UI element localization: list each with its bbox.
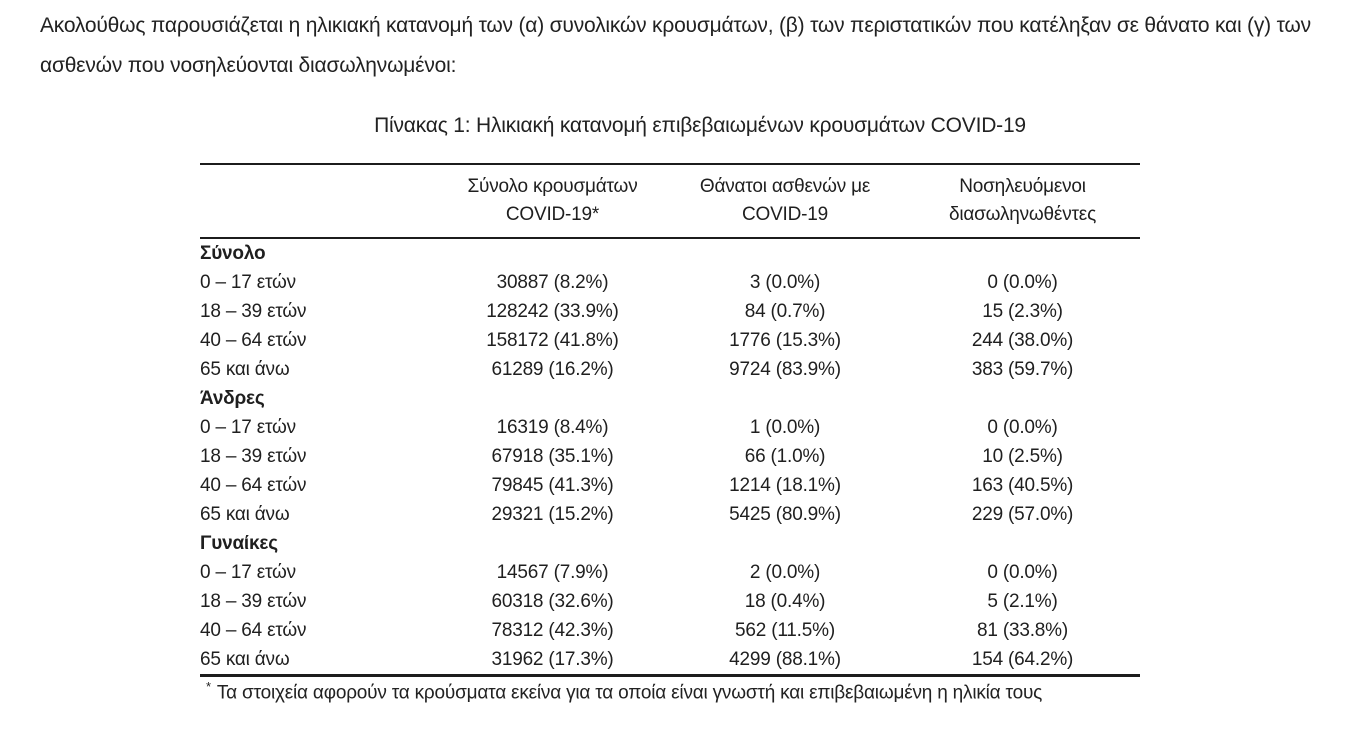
table-row: 0 – 17 ετών 16319 (8.4%) 1 (0.0%) 0 (0.0%)	[200, 413, 1140, 442]
header-row: Σύνολο κρουσμάτων COVID-19* Θάνατοι ασθε…	[200, 164, 1140, 238]
table-title: Πίνακας 1: Ηλικιακή κατανομή επιβεβαιωμέ…	[374, 114, 1026, 137]
age-group-cell: 0 – 17 ετών	[200, 416, 296, 438]
header-deaths-line1: Θάνατοι ασθενών με	[699, 176, 871, 197]
intubated-cell: 10 (2.5%)	[982, 445, 1063, 467]
intubated-cell: 0 (0.0%)	[987, 416, 1058, 438]
section-label: Σύνολο	[200, 242, 266, 264]
table-row: 65 και άνω 29321 (15.2%) 5425 (80.9%) 229 (…	[200, 500, 1140, 529]
intro-line-1: Ακολούθως παρουσιάζεται η ηλικιακή καταν…	[40, 14, 1311, 37]
age-group-cell: 18 – 39 ετών	[200, 590, 307, 612]
intubated-cell: 154 (64.2%)	[971, 648, 1074, 670]
age-group-cell: 40 – 64 ετών	[200, 619, 307, 641]
age-group-cell: 65 και άνω	[200, 358, 290, 380]
footnote-marker: *	[206, 679, 211, 694]
deaths-cell: 18 (0.4%)	[744, 590, 826, 612]
intubated-cell: 81 (33.8%)	[977, 619, 1068, 641]
total-cases-cell: 67918 (35.1%)	[491, 445, 614, 467]
age-group-cell: 40 – 64 ετών	[200, 474, 307, 496]
total-cases-cell: 60318 (32.6%)	[491, 590, 614, 612]
table-row: 40 – 64 ετών 158172 (41.8%) 1776 (15.3%) 24…	[200, 326, 1140, 355]
intubated-cell: 163 (40.5%)	[971, 474, 1074, 496]
table-row: 40 – 64 ετών 78312 (42.3%) 562 (11.5%) 81 (…	[200, 616, 1140, 645]
intubated-cell: 383 (59.7%)	[971, 358, 1074, 380]
section-label: Άνδρες	[200, 387, 265, 409]
table-row: 18 – 39 ετών 60318 (32.6%) 18 (0.4%) 5 (2.1…	[200, 587, 1140, 616]
table-row: 18 – 39 ετών 128242 (33.9%) 84 (0.7%) 15 (2…	[200, 297, 1140, 326]
intubated-cell: 5 (2.1%)	[987, 590, 1058, 612]
total-cases-cell: 30887 (8.2%)	[496, 271, 609, 293]
table-body: Σύνολο 0 – 17 ετών 30887 (8.2%) 3 (0.0%) 0 (…	[200, 238, 1140, 676]
header-intubated-line2: διασωληνωθέντες	[948, 204, 1097, 225]
header-cell-empty	[200, 164, 440, 238]
table-header: Σύνολο κρουσμάτων COVID-19* Θάνατοι ασθε…	[200, 164, 1140, 238]
age-group-cell: 40 – 64 ετών	[200, 329, 307, 351]
header-total-cases-line1: Σύνολο κρουσμάτων	[467, 176, 638, 197]
total-cases-cell: 79845 (41.3%)	[491, 474, 614, 496]
deaths-cell: 84 (0.7%)	[744, 300, 826, 322]
header-total-cases-line2: COVID-19*	[505, 204, 600, 225]
total-cases-cell: 16319 (8.4%)	[496, 416, 609, 438]
total-cases-cell: 61289 (16.2%)	[491, 358, 614, 380]
section-header-row: Άνδρες	[200, 384, 1140, 413]
deaths-cell: 3 (0.0%)	[749, 271, 821, 293]
table-row: 18 – 39 ετών 67918 (35.1%) 66 (1.0%) 10 (2.…	[200, 442, 1140, 471]
deaths-cell: 562 (11.5%)	[735, 619, 835, 641]
age-group-cell: 0 – 17 ετών	[200, 561, 296, 583]
footnote: * Τα στοιχεία αφορούν τα κρούσματα εκείνα…	[206, 679, 1372, 704]
deaths-cell: 2 (0.0%)	[749, 561, 821, 583]
deaths-cell: 1 (0.0%)	[749, 416, 821, 438]
table-row: 65 και άνω 31962 (17.3%) 4299 (88.1%) 154 (…	[200, 645, 1140, 676]
total-cases-cell: 128242 (33.9%)	[486, 300, 619, 322]
age-group-cell: 65 και άνω	[200, 503, 290, 525]
age-group-cell: 0 – 17 ετών	[200, 271, 296, 293]
intubated-cell: 0 (0.0%)	[987, 561, 1058, 583]
total-cases-cell: 31962 (17.3%)	[491, 648, 614, 670]
header-cell-intubated: Νοσηλευόμενοι διασωληνωθέντες	[905, 164, 1140, 238]
intubated-cell: 244 (38.0%)	[971, 329, 1074, 351]
table-row: 65 και άνω 61289 (16.2%) 9724 (83.9%) 383 (…	[200, 355, 1140, 384]
total-cases-cell: 14567 (7.9%)	[496, 561, 609, 583]
deaths-cell: 4299 (88.1%)	[729, 648, 841, 670]
header-intubated-line1: Νοσηλευόμενοι	[959, 176, 1086, 197]
intro-paragraph: Ακολούθως παρουσιάζεται η ηλικιακή καταν…	[40, 6, 1334, 86]
intubated-cell: 15 (2.3%)	[982, 300, 1063, 322]
table-row: 40 – 64 ετών 79845 (41.3%) 1214 (18.1%) 163…	[200, 471, 1140, 500]
intubated-cell: 229 (57.0%)	[971, 503, 1074, 525]
footnote-text: Τα στοιχεία αφορούν τα κρούσματα εκείνα …	[216, 682, 1043, 704]
deaths-cell: 9724 (83.9%)	[729, 358, 841, 380]
section-label: Γυναίκες	[200, 532, 278, 554]
intubated-cell: 0 (0.0%)	[987, 271, 1058, 293]
intro-line-2: ασθενών που νοσηλεύονται διασωληνωμένοι:	[40, 54, 457, 77]
age-group-cell: 18 – 39 ετών	[200, 300, 307, 322]
age-distribution-table: Σύνολο κρουσμάτων COVID-19* Θάνατοι ασθε…	[200, 163, 1140, 677]
total-cases-cell: 78312 (42.3%)	[491, 619, 614, 641]
section-header-row: Γυναίκες	[200, 529, 1140, 558]
deaths-cell: 66 (1.0%)	[744, 445, 826, 467]
section-header-row: Σύνολο	[200, 238, 1140, 268]
table-row: 0 – 17 ετών 14567 (7.9%) 2 (0.0%) 0 (0.0%)	[200, 558, 1140, 587]
document-page: Ακολούθως παρουσιάζεται η ηλικιακή καταν…	[0, 6, 1372, 754]
deaths-cell: 1214 (18.1%)	[729, 474, 841, 496]
total-cases-cell: 29321 (15.2%)	[491, 503, 614, 525]
header-cell-deaths: Θάνατοι ασθενών με COVID-19	[665, 164, 905, 238]
age-group-cell: 18 – 39 ετών	[200, 445, 307, 467]
age-group-cell: 65 και άνω	[200, 648, 290, 670]
header-cell-total-cases: Σύνολο κρουσμάτων COVID-19*	[440, 164, 665, 238]
deaths-cell: 5425 (80.9%)	[729, 503, 841, 525]
table-row: 0 – 17 ετών 30887 (8.2%) 3 (0.0%) 0 (0.0%)	[200, 268, 1140, 297]
total-cases-cell: 158172 (41.8%)	[486, 329, 619, 351]
deaths-cell: 1776 (15.3%)	[729, 329, 841, 351]
header-deaths-line2: COVID-19	[741, 204, 829, 225]
